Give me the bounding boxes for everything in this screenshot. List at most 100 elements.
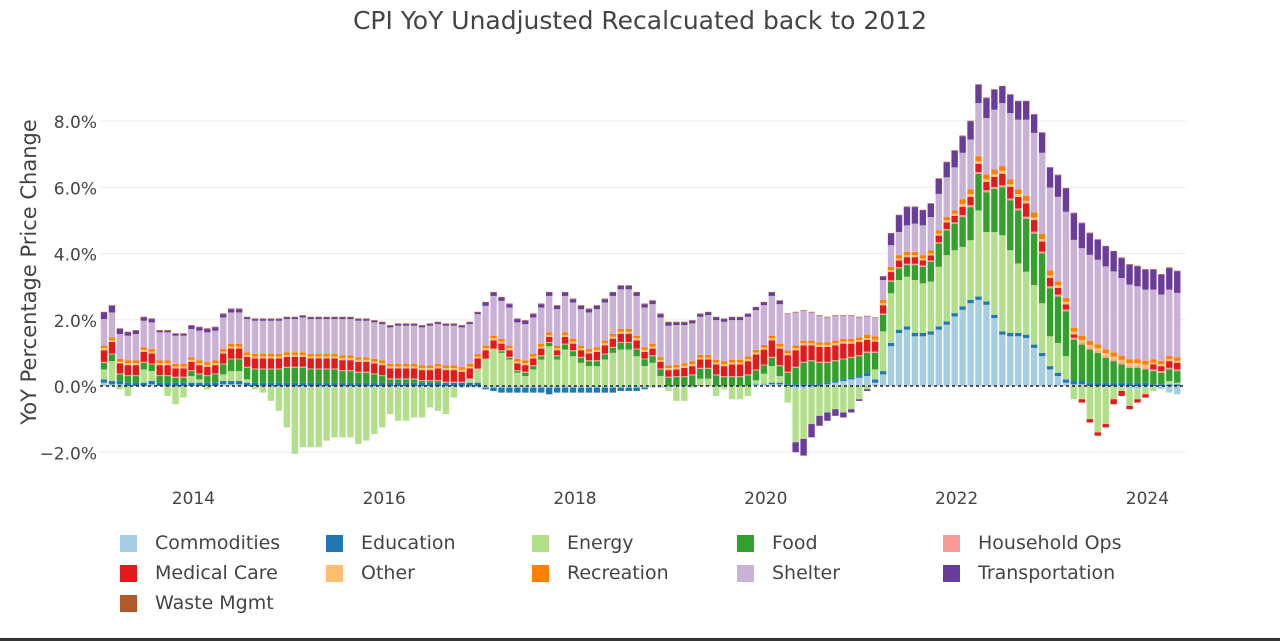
bar-segment xyxy=(434,382,442,386)
bar-segment xyxy=(768,295,775,336)
bar-segment xyxy=(100,345,108,349)
bar-segment xyxy=(1007,94,1014,95)
bar-segment xyxy=(347,317,354,320)
legend-item[interactable]: Transportation xyxy=(943,562,1115,584)
bar-segment xyxy=(577,356,585,358)
bar-segment xyxy=(816,342,823,345)
bar-segment xyxy=(712,375,720,386)
bar-segment xyxy=(752,380,760,384)
bar-segment xyxy=(601,299,609,303)
bar-segment xyxy=(705,368,712,379)
bar-segment xyxy=(371,386,378,388)
bar-segment xyxy=(903,265,911,277)
bar-segment xyxy=(1078,381,1086,385)
bar-segment xyxy=(1046,366,1054,370)
x-tick-label: 2020 xyxy=(744,489,787,509)
bar-segment xyxy=(418,365,426,369)
bar-segment xyxy=(379,376,386,383)
bar-segment xyxy=(1070,212,1078,214)
bar-segment xyxy=(418,380,426,382)
bar-segment xyxy=(792,366,799,368)
bar-segment xyxy=(506,345,513,349)
bar-segment xyxy=(808,360,815,362)
legend-item[interactable]: Other xyxy=(326,562,415,584)
bar-segment xyxy=(951,150,958,168)
bar-segment xyxy=(490,387,497,391)
bar-segment xyxy=(243,356,251,367)
bar-segment xyxy=(752,352,760,355)
bar-segment xyxy=(148,351,155,354)
bar-segment xyxy=(712,385,720,386)
bar-segment xyxy=(267,387,275,401)
bar-segment xyxy=(1166,381,1173,385)
bar-segment xyxy=(100,379,108,383)
bar-segment xyxy=(196,374,203,380)
bar-segment xyxy=(895,333,903,386)
bar-segment xyxy=(148,363,155,365)
bar-segment xyxy=(299,387,306,448)
bar-segment xyxy=(879,305,887,314)
bar-segment xyxy=(1174,270,1181,272)
bar-segment xyxy=(895,268,903,280)
bar-segment xyxy=(363,372,370,383)
legend-item[interactable]: Household Ops xyxy=(943,532,1122,554)
bar-segment xyxy=(983,304,990,386)
bar-segment xyxy=(379,322,386,325)
bar-segment xyxy=(235,384,243,386)
bar-segment xyxy=(840,412,847,418)
bar-segment xyxy=(577,305,585,310)
bar-segment xyxy=(450,382,457,386)
bar-segment xyxy=(355,319,362,321)
bar-segment xyxy=(108,341,116,354)
bar-segment xyxy=(442,325,450,366)
legend-item[interactable]: Commodities xyxy=(120,532,280,554)
bar-segment xyxy=(967,196,974,206)
bar-segment xyxy=(1038,233,1046,239)
bar-segment xyxy=(228,343,235,347)
bar-segment xyxy=(522,360,529,364)
legend-item[interactable]: Food xyxy=(737,532,818,554)
bar-segment xyxy=(856,339,863,342)
bar-segment xyxy=(856,377,863,386)
bar-segment xyxy=(1094,382,1101,386)
bar-segment xyxy=(816,415,823,426)
bar-segment xyxy=(911,333,919,337)
bar-segment xyxy=(577,305,585,306)
bar-segment xyxy=(744,375,752,386)
bar-segment xyxy=(1158,274,1165,295)
legend-item[interactable]: Waste Mgmt xyxy=(120,592,274,614)
bar-segment xyxy=(498,343,505,351)
bar-segment xyxy=(689,374,696,376)
legend-item[interactable]: Energy xyxy=(532,532,634,554)
bar-segment xyxy=(943,228,950,231)
bar-segment xyxy=(434,366,442,369)
legend-item[interactable]: Medical Care xyxy=(120,562,278,584)
legend-item[interactable]: Recreation xyxy=(532,562,669,584)
legend-item[interactable]: Education xyxy=(326,532,456,554)
bar-segment xyxy=(100,319,108,346)
bar-segment xyxy=(887,342,895,347)
bar-segment xyxy=(768,340,775,357)
bar-segment xyxy=(657,386,664,388)
legend-label: Transportation xyxy=(978,562,1116,584)
bar-segment xyxy=(1174,384,1181,386)
bar-segment xyxy=(1166,267,1173,269)
bar-segment xyxy=(291,354,298,357)
bar-segment xyxy=(164,375,171,377)
bar-segment xyxy=(538,307,545,344)
bar-segment xyxy=(323,353,330,357)
legend-swatch xyxy=(120,594,137,612)
bar-segment xyxy=(1134,265,1141,267)
bar-segment xyxy=(1070,381,1078,385)
bar-segment xyxy=(1046,336,1054,367)
bar-segment xyxy=(426,325,434,366)
bar-segment xyxy=(267,358,275,369)
chart-title: CPI YoY Unadjusted Recalcuated back to 2… xyxy=(352,6,928,35)
bar-segment xyxy=(530,356,537,359)
bar-segment xyxy=(665,387,672,391)
bar-segment xyxy=(275,318,283,320)
legend-item[interactable]: Shelter xyxy=(737,562,840,584)
bar-segment xyxy=(538,348,545,356)
legend-swatch xyxy=(326,564,343,582)
